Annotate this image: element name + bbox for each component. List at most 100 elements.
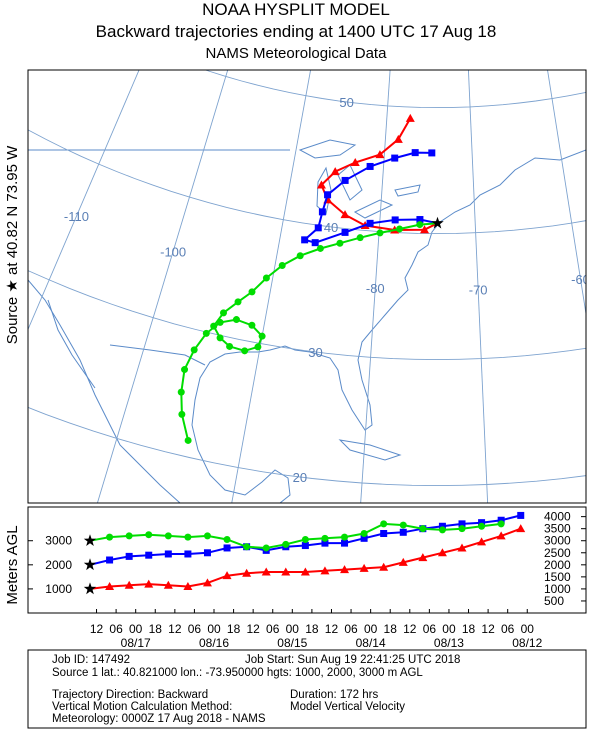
latitude-line — [28, 406, 586, 487]
marker — [458, 520, 466, 528]
marker — [124, 580, 134, 589]
marker — [340, 210, 350, 219]
longitude-line — [547, 70, 586, 317]
marker — [184, 533, 192, 541]
marker — [321, 539, 329, 547]
marker — [222, 571, 232, 580]
info-text: Meteorology: 0000Z 17 Aug 2018 - NAMS — [52, 713, 266, 725]
marker — [216, 318, 224, 326]
marker — [478, 519, 486, 527]
y-tick-label: 3000 — [45, 534, 72, 548]
height-frame — [27, 506, 587, 614]
date-label: 08/17 — [121, 636, 151, 650]
date-label: 08/12 — [512, 636, 542, 650]
x-tick-label: 00 — [129, 622, 143, 636]
marker — [262, 544, 270, 552]
title-line: NOAA HYSPLIT MODEL — [202, 0, 390, 19]
latitude-line — [204, 70, 586, 109]
marker — [311, 239, 319, 247]
x-tick-label: 06 — [501, 622, 515, 636]
marker — [341, 533, 349, 541]
marker — [178, 410, 186, 418]
x-tick-label: 18 — [149, 622, 163, 636]
marker — [216, 334, 224, 342]
marker — [419, 525, 427, 533]
x-tick-label: 06 — [344, 622, 358, 636]
marker — [396, 225, 404, 233]
height-line — [89, 522, 502, 550]
marker — [399, 521, 407, 529]
source-star — [83, 582, 97, 595]
marker — [458, 525, 466, 533]
marker — [281, 567, 291, 576]
marker — [391, 154, 399, 162]
x-tick-label: 18 — [305, 622, 319, 636]
marker — [437, 548, 447, 557]
longitude-line — [467, 70, 489, 503]
marker — [223, 536, 231, 544]
x-tick-label: 06 — [188, 622, 202, 636]
marker — [496, 531, 506, 540]
map-frame — [27, 69, 587, 504]
marker — [478, 522, 486, 530]
coastline — [28, 279, 181, 503]
marker — [181, 366, 189, 374]
marker — [497, 520, 505, 528]
marker — [164, 532, 172, 540]
marker — [366, 219, 374, 227]
info-text: Vertical Motion Calculation Method: — [52, 701, 232, 713]
marker — [341, 228, 349, 236]
marker — [106, 556, 114, 564]
marker — [223, 544, 231, 552]
longitude-label: -100 — [160, 244, 186, 259]
marker — [262, 274, 270, 282]
marker — [375, 150, 385, 159]
latitude-label: 20 — [293, 470, 307, 485]
marker — [341, 539, 349, 547]
marker — [241, 347, 249, 355]
marker — [145, 531, 153, 539]
marker — [301, 536, 309, 544]
marker — [145, 551, 153, 559]
marker — [321, 534, 329, 542]
marker — [106, 533, 114, 541]
marker — [261, 567, 271, 576]
border — [28, 149, 290, 366]
marker — [125, 532, 133, 540]
marker — [190, 346, 198, 354]
marker — [314, 224, 322, 232]
longitude-label: -60 — [571, 272, 590, 287]
info-text: Job Start: Sun Aug 19 22:41:25 UTC 2018 — [245, 654, 460, 666]
marker — [232, 316, 240, 324]
x-tick-label: 00 — [364, 622, 378, 636]
marker — [318, 208, 326, 216]
marker — [301, 542, 309, 550]
marker — [438, 526, 446, 534]
marker — [517, 511, 525, 519]
source-star — [83, 534, 97, 546]
marker — [360, 534, 368, 542]
marker — [411, 149, 419, 157]
trajectory-line — [180, 222, 438, 441]
source-star — [431, 216, 444, 229]
y2-tick-label: 3000 — [544, 534, 571, 548]
marker — [219, 309, 227, 317]
marker — [184, 550, 192, 558]
marker — [336, 239, 344, 247]
marker — [399, 528, 407, 536]
marker — [105, 582, 115, 590]
marker — [420, 225, 430, 234]
marker — [258, 332, 266, 340]
x-tick-label: 12 — [325, 622, 339, 636]
y2-tick-label: 1000 — [544, 582, 571, 596]
longitude-line — [96, 70, 229, 503]
marker — [366, 162, 374, 170]
marker — [416, 216, 424, 224]
marker — [416, 221, 424, 229]
marker — [350, 158, 360, 167]
y2-tick-label: 500 — [544, 594, 564, 608]
marker — [203, 532, 211, 540]
marker — [125, 552, 133, 560]
